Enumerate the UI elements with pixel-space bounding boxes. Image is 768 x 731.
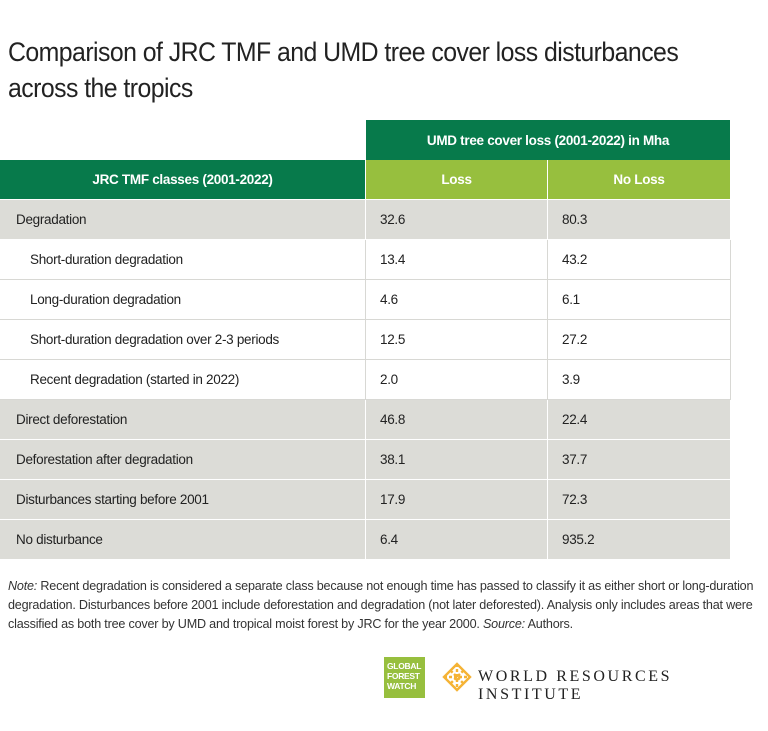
note-label: Note: bbox=[8, 579, 38, 593]
no-loss-value: 27.2 bbox=[548, 320, 731, 359]
page-title: Comparison of JRC TMF and UMD tree cover… bbox=[8, 37, 679, 103]
logo-line: WATCH bbox=[387, 681, 417, 691]
table-row: Disturbances starting before 2001 17.9 72.… bbox=[0, 480, 731, 520]
table-row: Short-duration degradation 13.4 43.2 bbox=[0, 240, 731, 280]
source-text: Authors. bbox=[524, 617, 574, 631]
row-label: Degradation bbox=[0, 200, 366, 239]
row-header: JRC TMF classes (2001-2022) bbox=[0, 160, 366, 199]
data-table: UMD tree cover loss (2001-2022) in Mha J… bbox=[0, 120, 731, 560]
no-loss-value: 72.3 bbox=[548, 480, 731, 519]
row-label: Direct deforestation bbox=[0, 400, 366, 439]
loss-value: 46.8 bbox=[366, 400, 548, 439]
no-loss-value: 6.1 bbox=[548, 280, 731, 319]
column-header-no-loss: No Loss bbox=[548, 160, 731, 199]
row-label: Short-duration degradation over 2-3 peri… bbox=[0, 320, 366, 359]
source-label: Source: bbox=[482, 617, 525, 631]
row-label: Deforestation after degradation bbox=[0, 440, 366, 479]
no-loss-value: 935.2 bbox=[548, 520, 731, 559]
row-label: Long-duration degradation bbox=[0, 280, 366, 319]
table-row: Deforestation after degradation 38.1 37.7 bbox=[0, 440, 731, 480]
wri-logo-text: WORLD RESOURCES INSTITUTE bbox=[478, 668, 673, 703]
footnote: Note: Recent degradation is considered a… bbox=[8, 577, 760, 634]
global-forest-watch-logo: GLOBAL FOREST WATCH bbox=[384, 657, 425, 698]
no-loss-value: 80.3 bbox=[548, 200, 731, 239]
table-row: Direct deforestation 46.8 22.4 bbox=[0, 400, 731, 440]
loss-value: 38.1 bbox=[366, 440, 548, 479]
loss-value: 13.4 bbox=[366, 240, 548, 279]
loss-value: 12.5 bbox=[366, 320, 548, 359]
wri-logo-icon bbox=[442, 662, 472, 692]
header-row: JRC TMF classes (2001-2022) Loss No Loss bbox=[0, 160, 731, 200]
column-header-loss: Loss bbox=[366, 160, 548, 199]
table-row: No disturbance 6.4 935.2 bbox=[0, 520, 731, 560]
no-loss-value: 22.4 bbox=[548, 400, 731, 439]
row-label: Recent degradation (started in 2022) bbox=[0, 360, 366, 399]
table-row: Long-duration degradation 4.6 6.1 bbox=[0, 280, 731, 320]
table-row: Short-duration degradation over 2-3 peri… bbox=[0, 320, 731, 360]
column-group-header: UMD tree cover loss (2001-2022) in Mha bbox=[366, 120, 731, 160]
loss-value: 2.0 bbox=[366, 360, 548, 399]
note-text: Recent degradation is considered a separ… bbox=[8, 579, 754, 631]
table-row: Degradation 32.6 80.3 bbox=[0, 200, 731, 240]
row-label: Disturbances starting before 2001 bbox=[0, 480, 366, 519]
table-row: Recent degradation (started in 2022) 2.0 3… bbox=[0, 360, 731, 400]
loss-value: 4.6 bbox=[366, 280, 548, 319]
logo-line: GLOBAL bbox=[387, 661, 422, 671]
loss-value: 6.4 bbox=[366, 520, 548, 559]
no-loss-value: 3.9 bbox=[548, 360, 731, 399]
loss-value: 32.6 bbox=[366, 200, 548, 239]
logo-line: FOREST bbox=[387, 671, 420, 681]
loss-value: 17.9 bbox=[366, 480, 548, 519]
no-loss-value: 43.2 bbox=[548, 240, 731, 279]
no-loss-value: 37.7 bbox=[548, 440, 731, 479]
row-label: No disturbance bbox=[0, 520, 366, 559]
row-label: Short-duration degradation bbox=[0, 240, 366, 279]
